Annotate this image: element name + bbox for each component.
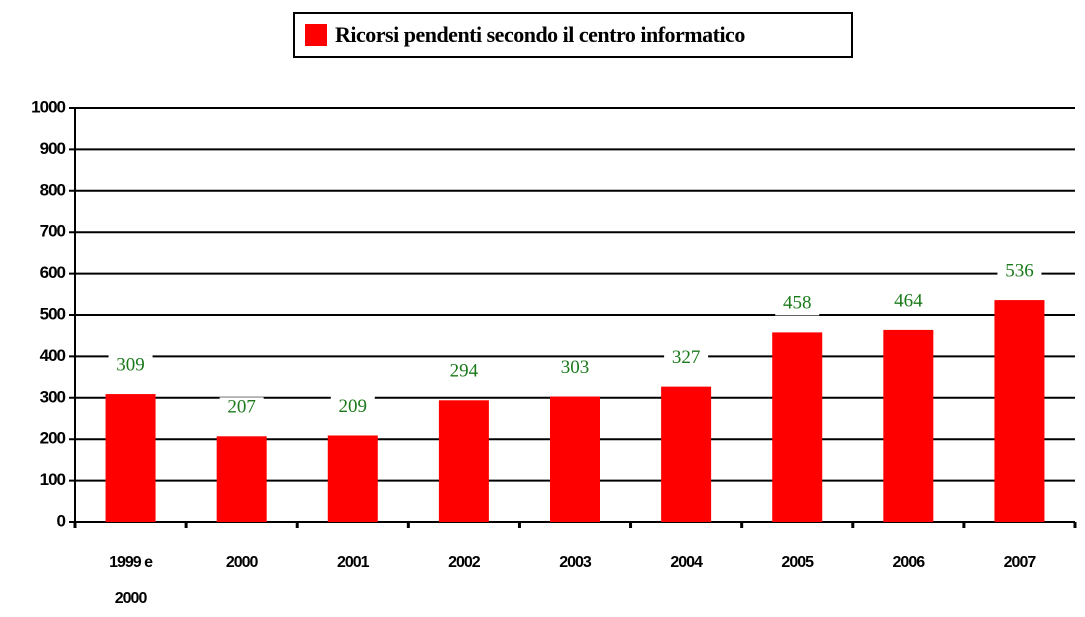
y-tick-label: 200 xyxy=(40,429,66,448)
value-label-bg xyxy=(553,357,597,380)
x-tick-label: 2001 xyxy=(336,554,370,571)
legend: Ricorsi pendenti secondo il centro infor… xyxy=(293,12,853,58)
legend-swatch xyxy=(305,24,327,46)
bar xyxy=(327,435,378,522)
bar xyxy=(883,329,934,522)
value-label-bg xyxy=(441,361,486,384)
x-tick-label: 2002 xyxy=(448,554,481,571)
x-tick-label: 2006 xyxy=(892,554,926,571)
y-tick-label: 600 xyxy=(40,263,66,282)
value-label-bg xyxy=(775,293,820,316)
value-label-bg xyxy=(886,290,931,313)
bar xyxy=(105,394,156,522)
bar xyxy=(550,396,600,522)
x-tick-label: 2007 xyxy=(1003,554,1037,571)
value-label-bg xyxy=(330,396,375,419)
value-label: 209 xyxy=(339,396,368,417)
x-tick-label: 2005 xyxy=(781,554,814,571)
bar xyxy=(661,386,712,522)
y-tick-label: 400 xyxy=(40,346,66,365)
value-label: 458 xyxy=(783,293,812,314)
bar xyxy=(994,300,1045,522)
value-label: 207 xyxy=(227,397,256,418)
value-label-bg xyxy=(997,261,1042,284)
bar xyxy=(216,436,267,522)
value-label-bg xyxy=(664,347,709,370)
value-label: 309 xyxy=(116,354,145,375)
page: Ricorsi pendenti secondo il centro infor… xyxy=(31,12,1077,607)
value-label-bg xyxy=(219,397,264,420)
y-tick-label: 1000 xyxy=(31,97,65,116)
legend-label: Ricorsi pendenti secondo il centro infor… xyxy=(335,22,745,47)
bar xyxy=(772,332,823,522)
chart: 0 100 200 300 400 500 600 700 800 900 1000 309 207 20… xyxy=(31,97,1077,530)
value-label: 294 xyxy=(450,361,479,382)
y-tick-label: 0 xyxy=(57,511,66,530)
y-tick-label: 900 xyxy=(40,139,66,158)
x-tick-label: 2003 xyxy=(559,554,592,571)
y-tick-label: 800 xyxy=(40,180,66,199)
x-tick-label: 2000 xyxy=(225,554,259,571)
y-tick-label: 300 xyxy=(40,387,66,406)
x-tick-label: 1999 e 2000 xyxy=(109,554,153,607)
y-tick-label: 700 xyxy=(40,222,66,241)
value-label: 464 xyxy=(894,290,923,311)
x-tick-label: 2004 xyxy=(670,554,703,571)
bar xyxy=(438,400,489,522)
y-tick-label: 100 xyxy=(40,470,66,489)
value-label: 327 xyxy=(672,347,701,368)
value-label: 303 xyxy=(561,357,590,378)
y-tick-label: 500 xyxy=(40,304,66,323)
value-label: 536 xyxy=(1005,260,1034,281)
value-label-bg xyxy=(108,355,153,378)
